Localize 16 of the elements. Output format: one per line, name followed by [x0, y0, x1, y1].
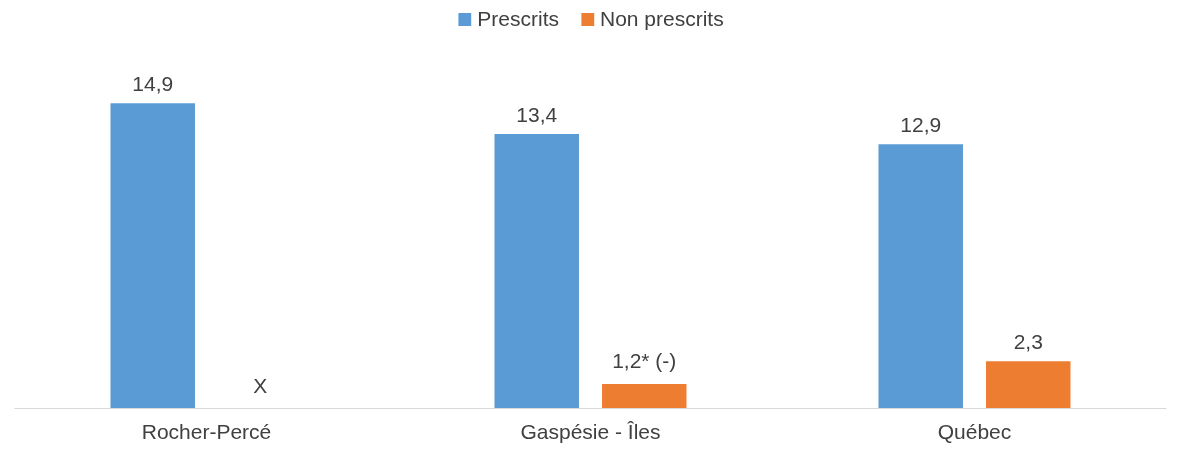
legend-label: Prescrits	[477, 7, 559, 31]
data-label: 1,2* (-)	[612, 348, 677, 372]
text: X	[253, 373, 268, 397]
data-label: 12,9	[900, 113, 942, 137]
bar	[494, 133, 579, 409]
data-label: 13,4	[516, 102, 558, 126]
bar	[878, 144, 963, 409]
bar	[986, 361, 1071, 409]
bar	[110, 103, 195, 409]
data-label: 2,3	[1013, 330, 1043, 354]
data-label: 14,9	[132, 72, 174, 96]
x-tick-label: Gaspésie - Îles	[520, 419, 661, 443]
legend-label: Non prescrits	[599, 7, 724, 31]
x-tick-label: Québec	[937, 419, 1012, 443]
bar	[602, 383, 687, 409]
x-tick-label: Rocher-Percé	[141, 419, 272, 443]
